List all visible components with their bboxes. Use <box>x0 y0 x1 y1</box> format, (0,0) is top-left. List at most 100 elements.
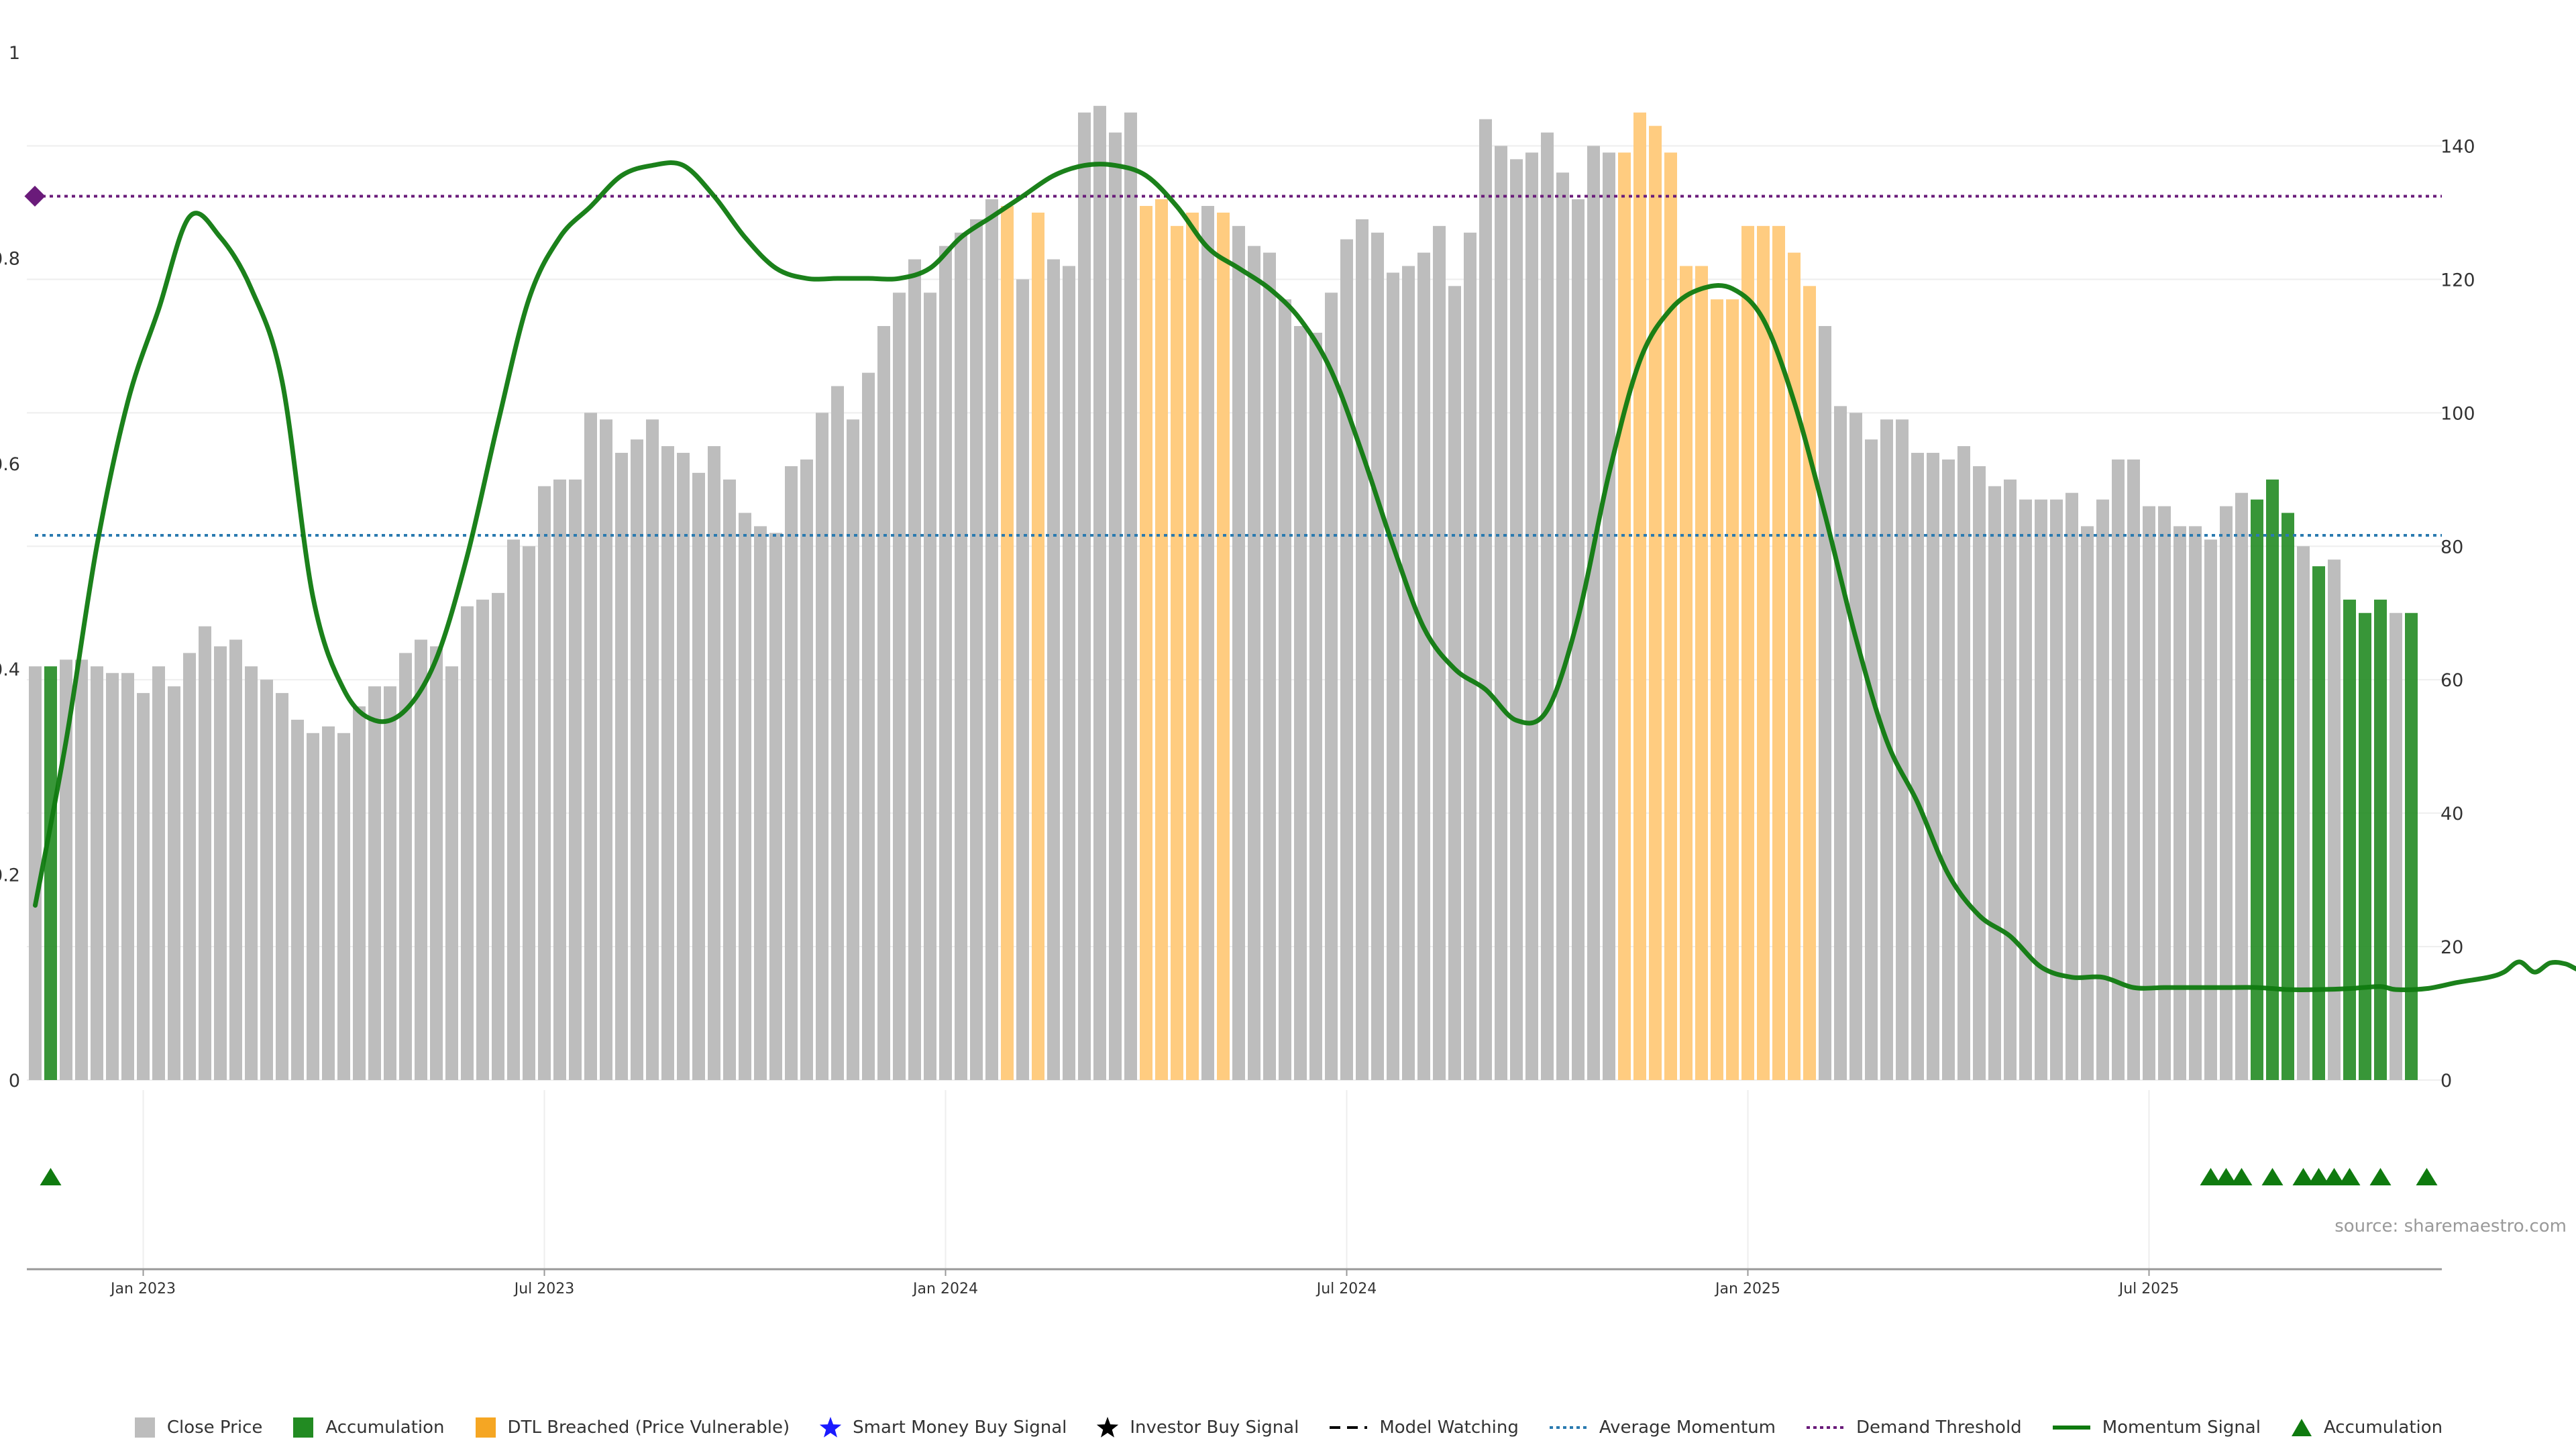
right-axis-tick-label: 120 <box>2440 270 2475 290</box>
close-price-bar <box>1464 232 1477 1081</box>
close-price-bar <box>2174 526 2186 1080</box>
close-price-bar <box>1834 406 1847 1080</box>
close-price-bar <box>692 472 705 1080</box>
x-axis-tick-label: Jan 2023 <box>109 1281 176 1297</box>
close-price-bar <box>2143 506 2155 1080</box>
close-price-bar <box>1911 453 1924 1080</box>
dtl-breached-bar <box>1664 152 1677 1080</box>
legend-line-icon <box>1330 1426 1368 1429</box>
close-price-bar <box>2004 479 2017 1080</box>
close-price-bar <box>430 646 443 1080</box>
close-price-bar <box>507 539 520 1080</box>
demand-threshold-diamond <box>24 185 46 207</box>
close-price-bar <box>2158 506 2171 1080</box>
close-price-bar <box>708 446 720 1080</box>
legend-swatch <box>475 1417 496 1438</box>
dtl-breached-bar <box>1217 212 1230 1080</box>
close-price-bar <box>908 259 921 1080</box>
legend-item: Accumulation <box>292 1416 445 1439</box>
legend-item: Close Price <box>133 1416 262 1439</box>
dtl-breached-bar <box>1171 225 1183 1080</box>
close-price-bar <box>831 386 844 1081</box>
accumulation-bar <box>2405 612 2418 1080</box>
close-price-bar <box>800 459 813 1080</box>
left-axis-tick-label: 1 <box>9 43 20 64</box>
close-price-bar <box>1279 299 1291 1080</box>
right-axis-tick-label: 80 <box>2440 537 2463 557</box>
left-axis-tick-label: 0.4 <box>0 659 20 680</box>
close-price-bar <box>615 453 628 1080</box>
close-price-bar <box>569 479 582 1080</box>
close-price-bar <box>229 639 242 1080</box>
close-price-bar <box>1340 239 1353 1081</box>
close-price-bar <box>2096 499 2109 1080</box>
reference-lines <box>24 185 2442 537</box>
close-price-bar <box>75 659 88 1080</box>
left-axis-tick-label: 0.2 <box>0 865 20 886</box>
price-bars <box>29 105 2418 1081</box>
dtl-breached-bar <box>1803 286 1816 1080</box>
close-price-bar <box>1587 146 1600 1080</box>
close-price-bar <box>1047 259 1060 1080</box>
dtl-breached-bar <box>1772 225 1785 1080</box>
legend-line-icon <box>1807 1426 1845 1429</box>
close-price-bar <box>785 466 798 1080</box>
legend-item: DTL Breached (Price Vulnerable) <box>474 1416 790 1439</box>
close-price-bar <box>739 513 751 1080</box>
accumulation-bar <box>2266 479 2279 1080</box>
accumulation-bar <box>2343 599 2356 1080</box>
close-price-bar <box>646 419 659 1080</box>
close-price-bar <box>152 666 165 1080</box>
close-price-bar <box>1572 199 1585 1080</box>
dtl-breached-bar <box>1649 125 1662 1080</box>
close-price-bar <box>538 486 551 1080</box>
close-price-bar <box>1078 112 1091 1080</box>
close-price-bar <box>1263 252 1276 1081</box>
accumulation-bar <box>2374 599 2387 1080</box>
close-price-bar <box>1896 419 1909 1080</box>
close-price-bar <box>1865 439 1878 1080</box>
left-axis-tick-label: 0.6 <box>0 454 20 475</box>
legend-item: Model Watching <box>1328 1416 1519 1439</box>
close-price-bar <box>955 232 967 1081</box>
right-axis-tick-label: 60 <box>2440 670 2463 691</box>
close-price-bar <box>2204 539 2217 1080</box>
accumulation-bar <box>2312 566 2325 1080</box>
accumulation-triangle-icon <box>2323 1168 2345 1185</box>
dtl-breached-bar <box>1032 212 1044 1080</box>
legend-label: Investor Buy Signal <box>1130 1417 1299 1438</box>
dtl-breached-bar <box>1695 266 1708 1081</box>
right-axis-tick-label: 40 <box>2440 804 2463 824</box>
right-axis-tick-label: 20 <box>2440 937 2463 958</box>
close-price-bar <box>970 219 983 1080</box>
star-icon <box>1097 1417 1119 1438</box>
close-price-bar <box>137 693 150 1080</box>
dtl-breached-bar <box>1155 199 1168 1080</box>
source-note: source: sharemaestro.com <box>2334 1216 2567 1236</box>
close-price-bar <box>2328 559 2341 1080</box>
dtl-breached-bar <box>1788 252 1801 1081</box>
close-price-bar <box>199 626 211 1080</box>
close-price-bar <box>276 693 288 1080</box>
legend-label: Smart Money Buy Signal <box>853 1417 1067 1438</box>
close-price-bar <box>1356 219 1368 1080</box>
close-price-bar <box>1541 132 1554 1080</box>
close-price-bar <box>631 439 643 1080</box>
close-price-bar <box>1387 272 1399 1080</box>
close-price-bar <box>1232 225 1245 1080</box>
close-price-bar <box>2220 506 2233 1080</box>
close-price-bar <box>384 686 396 1080</box>
dtl-breached-bar <box>1726 299 1739 1080</box>
dtl-breached-bar <box>1633 112 1646 1080</box>
close-price-bar <box>985 199 998 1080</box>
close-price-bar <box>399 653 412 1080</box>
close-price-bar <box>1093 105 1106 1081</box>
legend-item: Average Momentum <box>1548 1416 1776 1439</box>
close-price-bar <box>1109 132 1122 1080</box>
axes: 0 0.2 0.4 0.6 0.8 1 0 20 40 60 80 100 120 140 Jan 2023… <box>0 43 2475 1297</box>
close-price-bar <box>415 639 427 1080</box>
accumulation-triangle-icon <box>2416 1168 2438 1185</box>
close-price-bar <box>368 686 381 1080</box>
close-price-bar <box>847 419 859 1080</box>
close-price-bar <box>584 413 597 1080</box>
